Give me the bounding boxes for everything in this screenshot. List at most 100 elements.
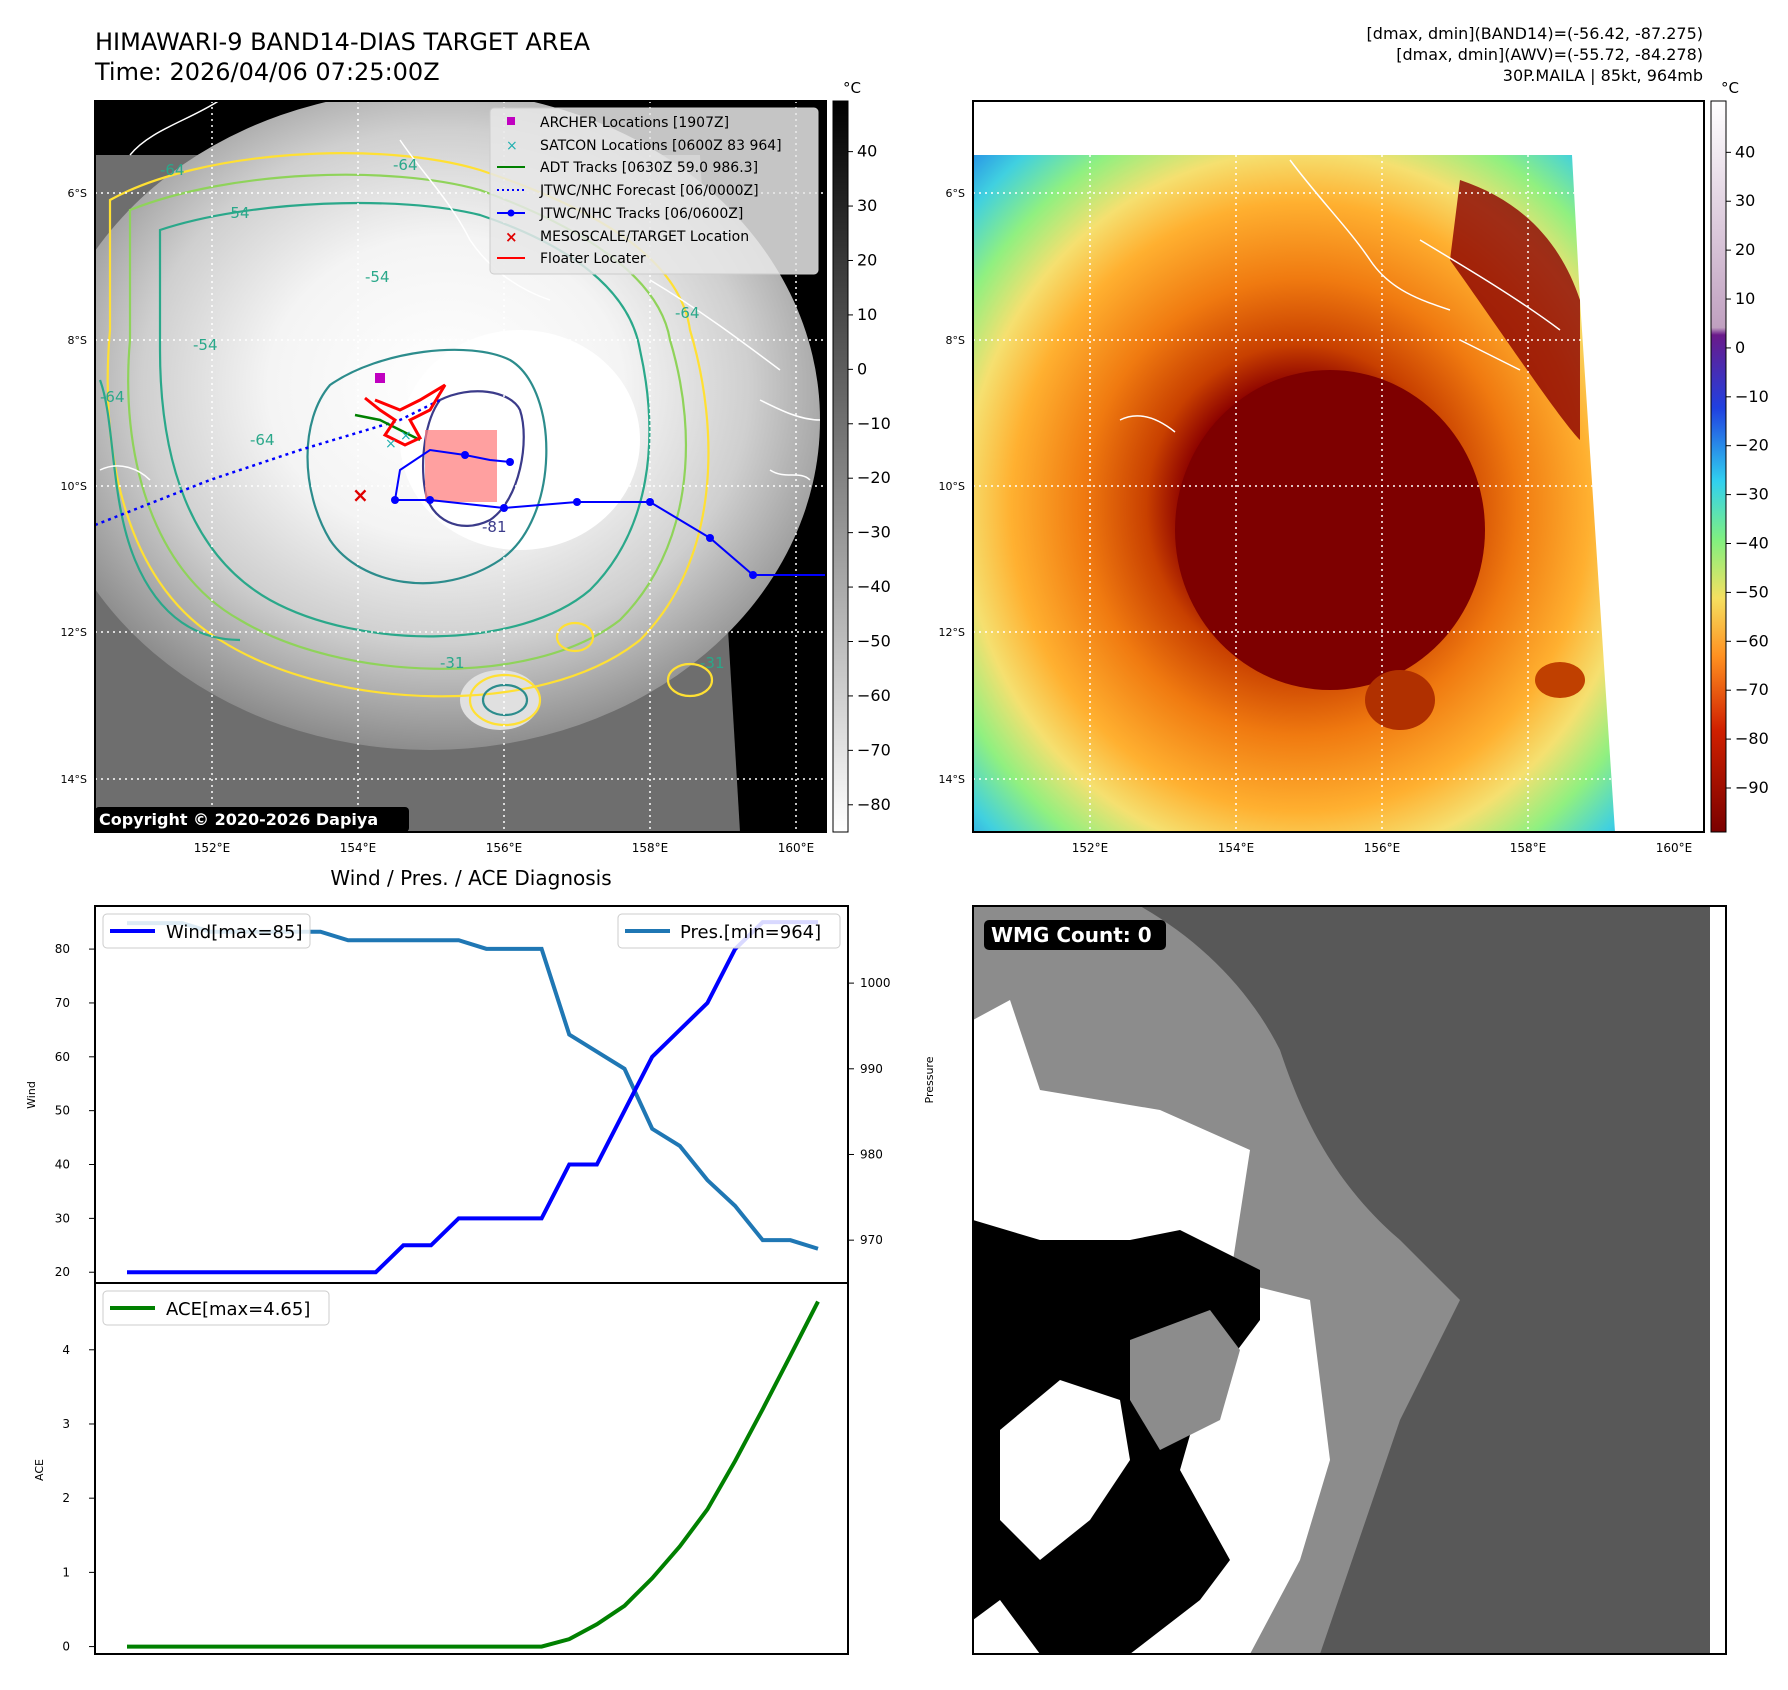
ace-axis-label: ACE <box>33 1459 46 1481</box>
colorbar-tick-label: 0 <box>1735 338 1745 357</box>
wmg-frame <box>972 905 1727 1655</box>
map2-lat-labels: 6°S 8°S 10°S 12°S 14°S <box>939 187 965 786</box>
contour-label: -54 <box>365 268 390 286</box>
ace-tick-label: 0 <box>62 1640 70 1654</box>
legend-label: ARCHER Locations [1907Z] <box>540 115 729 131</box>
pressure-tick-label: 980 <box>860 1147 883 1161</box>
colorbar-tick-label: 40 <box>1735 142 1755 161</box>
map2-frame <box>972 100 1705 833</box>
colorbar-unit: °C <box>843 79 861 97</box>
lat-label: 12°S <box>61 626 87 639</box>
lon-label: 158°E <box>1510 841 1547 855</box>
lon-label: 156°E <box>486 841 523 855</box>
colorbar-tick-label: 20 <box>1735 240 1755 259</box>
pressure-tick-label: 990 <box>860 1062 883 1076</box>
mesoscale-target-marker: × <box>352 483 369 507</box>
map-frame <box>94 100 827 833</box>
lat-label: 8°S <box>946 334 965 347</box>
ace-tick-label: 3 <box>62 1417 70 1431</box>
lat-label: 6°S <box>946 187 965 200</box>
colorbar-tick-label: −30 <box>1735 485 1769 504</box>
pressure-axis-label: Pressure <box>923 1056 936 1103</box>
wind-pressure-chart: 20 30 40 50 60 70 80 970 980 990 1000 Wind Pressu… <box>25 905 936 1284</box>
color-ir-map-panel: 6°S 8°S 10°S 12°S 14°S 152°E 154°E 156°E… <box>939 100 1705 855</box>
colorbar-tick-label: −10 <box>1735 387 1769 406</box>
wind-tick-label: 30 <box>55 1211 70 1225</box>
figure-title: HIMAWARI-9 BAND14-DIAS TARGET AREA <box>95 28 591 56</box>
gray-colorbar: °C 40 30 20 10 0 −10 −20 −30 −40 −50 −60 −70 −80 <box>832 79 891 833</box>
wind-series-line <box>127 920 818 1275</box>
colorbar-tick-label: −50 <box>857 631 891 650</box>
cold-cloud-core <box>1175 370 1485 690</box>
legend-marker-track-dot <box>507 209 515 217</box>
ace-tick-label: 2 <box>62 1491 70 1505</box>
colorbar-tick-label: −40 <box>857 577 891 596</box>
ace-tick-label: 4 <box>62 1343 70 1357</box>
lon-label: 152°E <box>1072 841 1109 855</box>
colorbar-tick-label: 0 <box>857 359 867 378</box>
wmg-count-label: WMG Count: 0 <box>991 923 1152 947</box>
colorbar-tick-label: 40 <box>857 142 877 161</box>
color-colorbar: °C 40 30 20 10 0 −10 −20 −30 −40 −50 −60 −70 −80 −90 <box>1710 79 1769 833</box>
map1-lat-labels: 6°S 8°S 10°S 12°S 14°S <box>61 187 87 786</box>
lon-label: 154°E <box>1218 841 1255 855</box>
wmg-panel: WMG Count: 0 <box>972 905 1727 1655</box>
colorbar-tick-label: −60 <box>857 686 891 705</box>
contour-label: -64 <box>675 304 700 322</box>
contour-label: -54 <box>225 204 250 222</box>
colorbar-ticks: 40 30 20 10 0 −10 −20 −30 −40 −50 −60 −70 −80 −90 <box>1726 142 1769 797</box>
legend-marker-archer <box>507 117 515 125</box>
wind-axis-ticks: 20 30 40 50 60 70 80 <box>55 942 95 1279</box>
satcon-locations: × × <box>385 428 412 452</box>
jtwc-forecast-track <box>95 398 441 527</box>
lat-label: 14°S <box>61 773 87 786</box>
floater-track <box>364 383 447 447</box>
lat-label: 10°S <box>61 480 87 493</box>
contour-label: -64 <box>160 161 185 179</box>
colorbar-tick-label: −90 <box>1735 778 1769 797</box>
legend-label: Floater Locater <box>540 251 646 267</box>
ace-legend-label: ACE[max=4.65] <box>166 1299 310 1320</box>
color-convective-cell <box>1365 670 1435 730</box>
lon-label: 160°E <box>778 841 815 855</box>
wmg-white-pocket <box>973 1600 1040 1654</box>
colorbar-ticks: 40 30 20 10 0 −10 −20 −30 −40 −50 −60 −70 −80 <box>848 142 891 814</box>
ir-map-panel: -64 -54 -64 -54 -54 -64 -64 -81 -31 -31 … <box>61 100 827 855</box>
colorbar-gradient <box>832 100 849 833</box>
wind-legend-box <box>102 913 311 949</box>
colorbar-unit: °C <box>1721 79 1739 97</box>
pressure-legend-box <box>617 913 841 949</box>
convective-cell <box>460 670 540 730</box>
lat-label: 10°S <box>939 480 965 493</box>
track-point <box>646 498 654 506</box>
track-point <box>706 534 714 542</box>
ace-series-line <box>127 1300 820 1649</box>
contour-label: -31 <box>440 654 465 672</box>
northern-cold-band <box>1450 180 1580 440</box>
legend-label: ADT Tracks [0630Z 59.0 986.3] <box>540 160 758 176</box>
ace-legend-box <box>102 1290 330 1326</box>
colorbar-tick-label: −60 <box>1735 631 1769 650</box>
colorbar-tick-label: −70 <box>1735 680 1769 699</box>
wmg-gray-pocket <box>1130 1310 1240 1450</box>
figure-time: Time: 2026/04/06 07:25:00Z <box>94 58 440 86</box>
contour-label: -31 <box>700 654 725 672</box>
colorbar-tick-label: −40 <box>1735 534 1769 553</box>
awv-range: [dmax, dmin](AWV)=(-55.72, -84.278) <box>1396 45 1703 64</box>
ace-tick-label: 1 <box>62 1565 70 1579</box>
map2-coastlines <box>1119 159 1561 433</box>
lon-label: 154°E <box>340 841 377 855</box>
archer-location <box>375 373 385 383</box>
diagnosis-title: Wind / Pres. / ACE Diagnosis <box>330 866 611 890</box>
colorbar-tick-label: −80 <box>857 795 891 814</box>
colorbar-tick-label: 10 <box>1735 289 1755 308</box>
wmg-right-edge <box>1710 906 1726 1654</box>
colorbar-gradient <box>1710 100 1727 833</box>
legend-marker-mesoscale: × <box>505 228 518 246</box>
wind-tick-label: 60 <box>55 1050 70 1064</box>
colorbar-tick-label: −20 <box>1735 436 1769 455</box>
contour-label: -64 <box>250 431 275 449</box>
wmg-white-pocket <box>1000 1380 1130 1560</box>
contour-labels: -64 -54 -64 -54 -54 -64 -64 -81 -31 -31 … <box>100 156 725 672</box>
